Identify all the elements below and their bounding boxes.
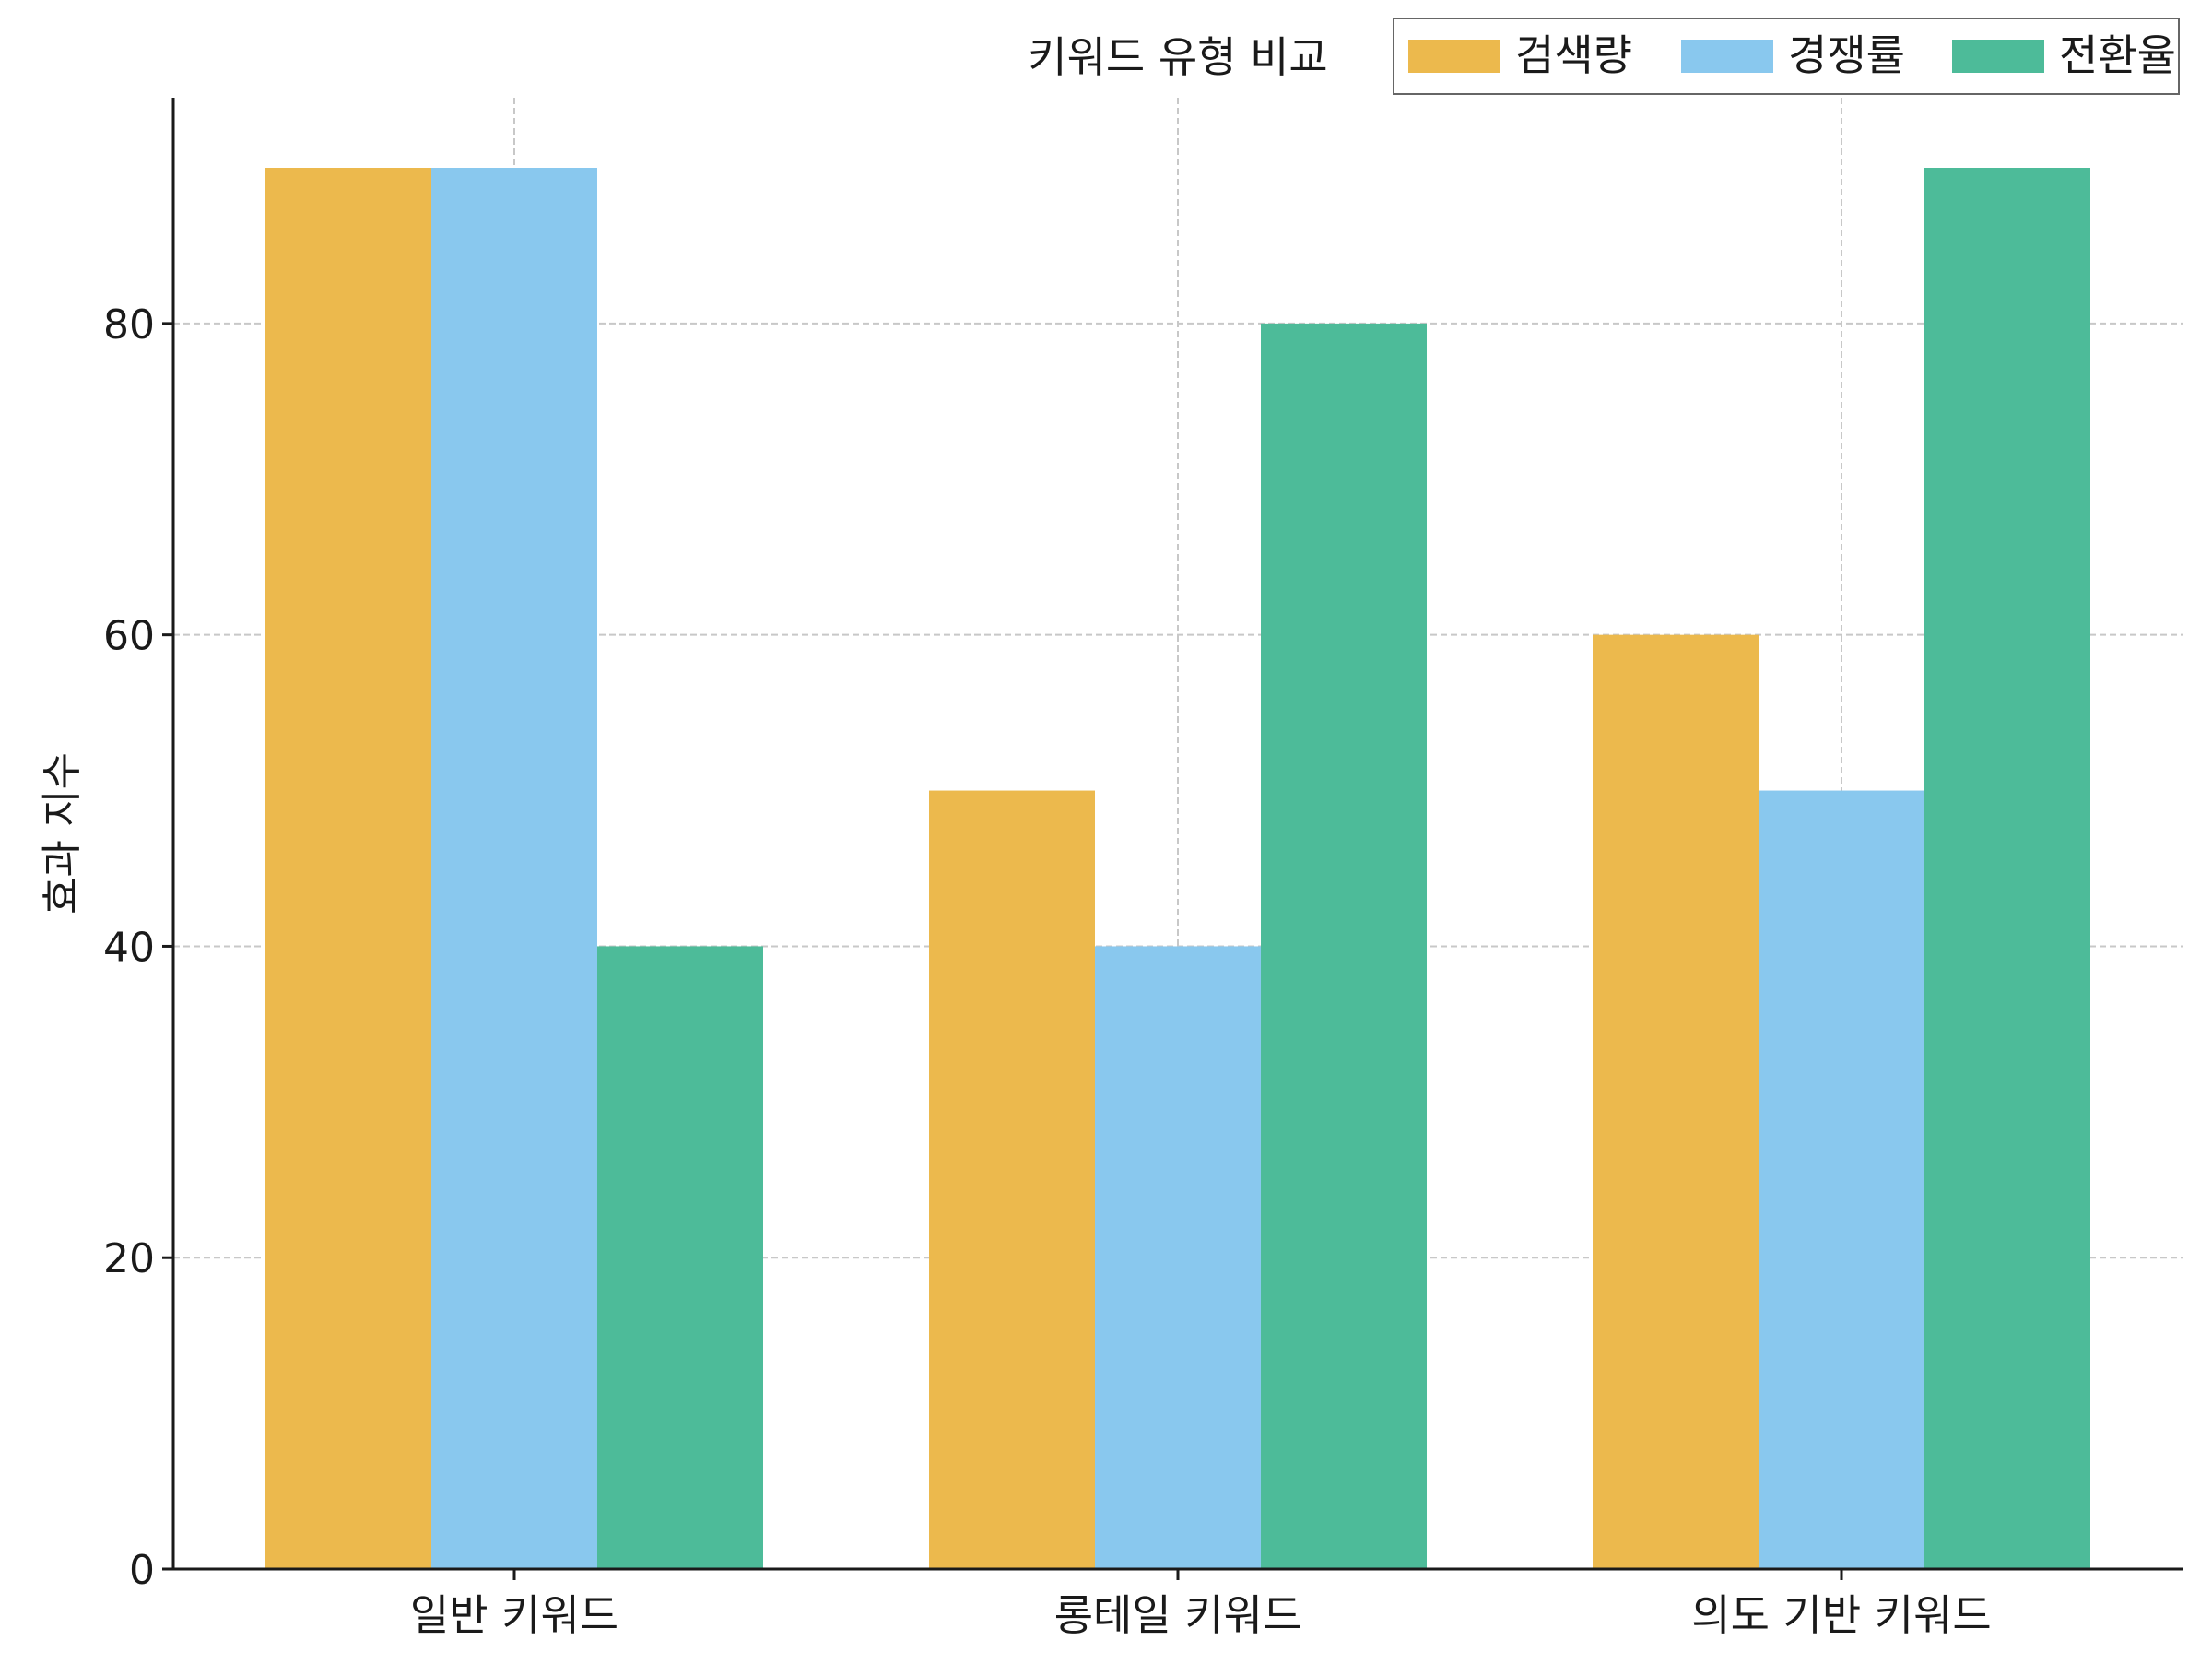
chart-title: 키워드 유형 비교 — [1028, 32, 1327, 82]
y-tick-label: 20 — [103, 1235, 155, 1282]
y-tick-label: 0 — [129, 1547, 155, 1594]
bar — [597, 946, 763, 1569]
bar — [431, 168, 597, 1569]
legend-label: 경쟁률 — [1788, 30, 1905, 80]
bar — [265, 168, 431, 1569]
y-tick-labels: 0 20 40 60 80 — [103, 301, 173, 1594]
legend-swatch — [1952, 40, 2044, 73]
y-tick-label: 60 — [103, 613, 155, 660]
bar — [1593, 634, 1759, 1569]
bars-layer — [265, 168, 2090, 1569]
y-tick-label: 40 — [103, 924, 155, 971]
bar — [1095, 946, 1261, 1569]
bar — [1759, 790, 1924, 1569]
y-axis-title: 효과 지수 — [39, 752, 86, 915]
x-tick-labels: 일반 키워드 롱테일 키워드 의도 기반 키워드 — [410, 1569, 1992, 1640]
bar — [929, 790, 1095, 1569]
legend-swatch — [1408, 40, 1500, 73]
x-tick-label: 롱테일 키워드 — [1054, 1590, 1302, 1640]
bar — [1924, 168, 2090, 1569]
legend-label: 전환율 — [2059, 30, 2176, 80]
y-tick-label: 80 — [103, 301, 155, 348]
x-tick-label: 일반 키워드 — [410, 1590, 618, 1640]
x-tick-label: 의도 기반 키워드 — [1691, 1590, 1991, 1640]
legend-frame — [1393, 18, 2180, 95]
legend: 검색량 경쟁률 전환율 — [1393, 18, 2180, 95]
bar — [1261, 323, 1427, 1569]
legend-label: 검색량 — [1515, 30, 1632, 80]
legend-swatch — [1681, 40, 1773, 73]
